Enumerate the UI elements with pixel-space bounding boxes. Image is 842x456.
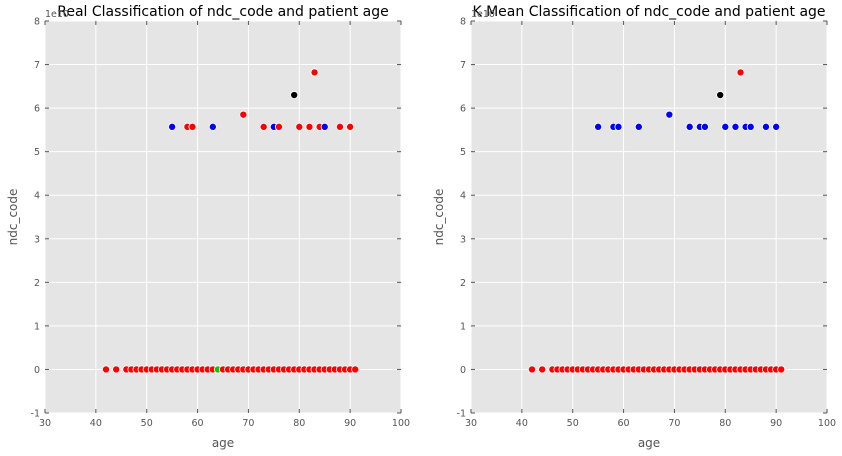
left-data-point-black [290,91,299,100]
left-y-tick-label: 3 [34,234,40,245]
left-grid [44,20,402,414]
right-data-point-blue [665,110,674,119]
left-data-point-red [346,122,355,131]
right-x-tick-label: 30 [465,418,477,429]
right-y-tick-label: -1 [457,409,466,420]
left-data-point-red [305,122,314,131]
left-y-tick-label: 6 [34,104,40,115]
right-y-tick-label: 3 [460,234,466,245]
left-points [102,68,360,374]
left-x-tick-label: 100 [392,418,410,429]
left-y-axis-label: ndc_code [6,189,20,246]
left-data-point-blue [168,122,177,131]
right-data-point-blue [746,122,755,131]
right-y-tick-label: 6 [460,104,466,115]
left-x-tick-label: 90 [344,418,356,429]
left-data-point-red [102,365,111,374]
right-x-tick-label: 80 [719,418,731,429]
right-data-point-blue [721,122,730,131]
right-data-point-blue [614,122,623,131]
left-data-point-red [335,122,344,131]
right-data-point-blue [594,122,603,131]
left-x-tick-label: 40 [90,418,102,429]
right-data-point-blue [772,122,781,131]
left-data-point-red [351,365,360,374]
left-axes-frame [44,20,402,414]
right-y-tick-label: 0 [460,365,466,376]
left-y-tick-label: 7 [34,60,40,71]
right-data-point-black [716,91,725,100]
left-x-tick-label: 80 [293,418,305,429]
left-data-point-red [274,122,283,131]
left-x-tick-label: 50 [141,418,153,429]
left-y-tick-label: 2 [34,278,40,289]
left-y-tick-label: -1 [31,409,40,420]
right-x-tick-label: 70 [668,418,680,429]
left-y-tick-label: 1 [34,321,40,332]
right-data-point-red [736,68,745,77]
left-data-point-blue [320,122,329,131]
right-axes-frame [470,20,828,414]
left-y-offset-label: 1e10 [45,9,69,20]
left-x-axis-label: age [212,436,234,450]
left-chart-title: Real Classification of ndc_code and pati… [57,4,388,20]
left-data-point-red [239,110,248,119]
right-chart-panel: 30 40 50 60 70 80 90 100 -1 0 1 2 3 4 5 6 7 8 K Mean Clas… [432,4,836,450]
left-data-point-red [112,365,121,374]
right-y-tick-label: 7 [460,60,466,71]
left-data-point-blue [208,122,217,131]
left-y-tick-label: 0 [34,365,40,376]
left-data-point-red [259,122,268,131]
right-data-point-red [528,365,537,374]
right-y-tick-label: 2 [460,278,466,289]
right-grid [470,20,828,414]
right-y-axis-label: ndc_code [432,189,446,246]
left-data-point-red [310,68,319,77]
right-x-tick-label: 90 [770,418,782,429]
right-data-point-blue [761,122,770,131]
right-x-tick-label: 50 [567,418,579,429]
right-chart-title: K Mean Classification of ndc_code and pa… [472,4,825,20]
left-data-point-red [188,122,197,131]
right-x-axis-label: age [638,436,660,450]
right-y-tick-label: 5 [460,147,466,158]
right-x-tick-label: 60 [618,418,630,429]
right-data-point-blue [731,122,740,131]
right-y-offset-label: 1e10 [471,9,495,20]
left-plot-area [45,21,401,413]
right-data-point-blue [685,122,694,131]
left-tick-labels: 30 40 50 60 70 80 90 100 -1 0 1 2 3 4 5 6 7 8 [31,17,411,430]
right-x-tick-label: 40 [516,418,528,429]
right-points [528,68,786,374]
right-data-point-red [777,365,786,374]
left-chart-panel: 30 40 50 60 70 80 90 100 -1 0 1 2 3 4 5 6 7 8 Real Classi… [6,4,410,450]
right-y-tick-label: 1 [460,321,466,332]
right-x-tick-label: 100 [818,418,836,429]
right-y-tick-label: 4 [460,191,466,202]
left-y-tick-label: 4 [34,191,40,202]
left-x-tick-label: 30 [39,418,51,429]
left-y-tick-label: 5 [34,147,40,158]
left-y-tick-label: 8 [34,17,40,28]
right-plot-area [471,21,827,413]
right-y-tick-label: 8 [460,17,466,28]
right-tick-labels: 30 40 50 60 70 80 90 100 -1 0 1 2 3 4 5 6 7 8 [457,17,837,430]
right-data-point-blue [634,122,643,131]
left-x-tick-label: 60 [192,418,204,429]
right-data-point-blue [700,122,709,131]
right-data-point-red [538,365,547,374]
left-x-tick-label: 70 [242,418,254,429]
left-data-point-red [295,122,304,131]
